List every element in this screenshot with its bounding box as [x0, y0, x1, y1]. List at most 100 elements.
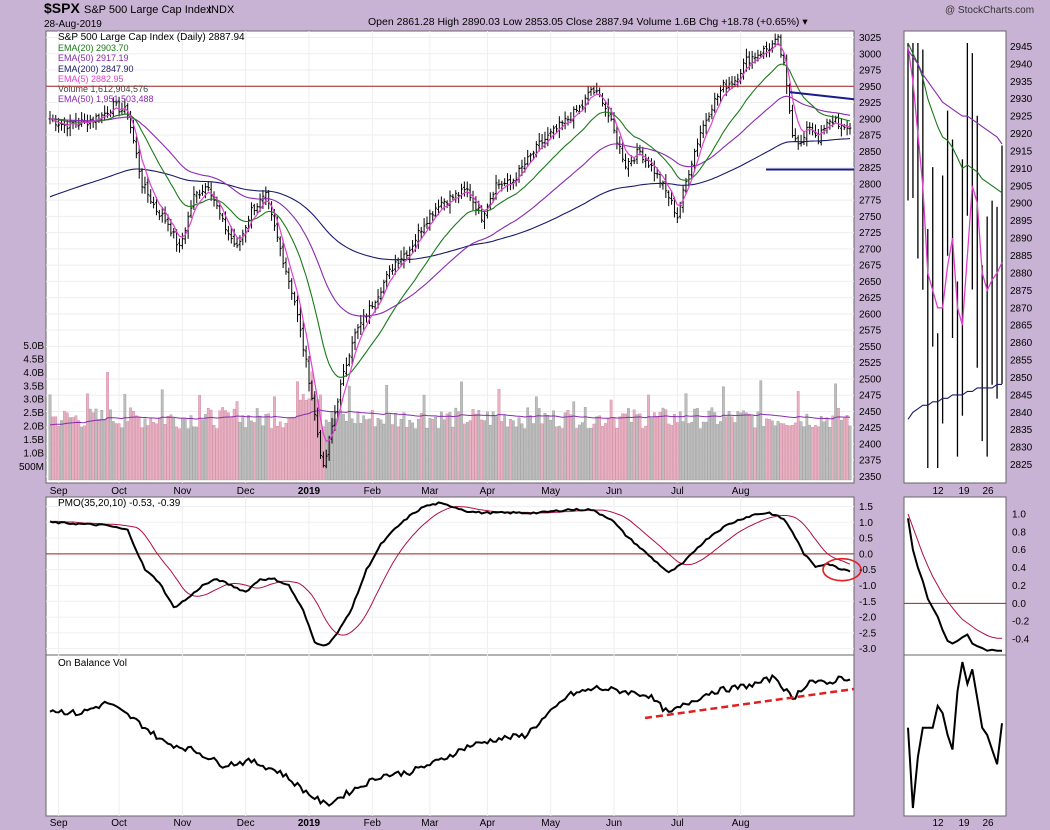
ema5-line: [49, 41, 851, 443]
volume-bar: [756, 411, 760, 481]
side-ema50-line: [907, 49, 1003, 145]
volume-bar: [91, 412, 95, 481]
price-tick-label: 3025: [859, 33, 882, 44]
side-x-label-bottom: 12: [932, 818, 944, 829]
volume-bar: [624, 413, 627, 481]
volume-bar: [307, 398, 311, 481]
volume-bar: [480, 419, 484, 481]
price-tick-label: 2925: [859, 98, 882, 109]
pmo-tick-label: -1.0: [859, 581, 877, 592]
side-price-tick-label: 2880: [1010, 268, 1033, 279]
volume-bar: [183, 418, 187, 481]
volume-bar: [68, 417, 72, 481]
volume-bar: [109, 409, 112, 481]
volume-bar: [267, 413, 271, 481]
volume-bar: [273, 396, 276, 481]
side-ema200-line: [907, 383, 1002, 420]
pmo-highlight-circle: [822, 557, 862, 582]
volume-bar: [201, 419, 204, 481]
triangle-upper-line: [789, 91, 855, 101]
volume-bar: [166, 416, 170, 481]
legend-ema50: EMA(50) 2917.19: [58, 53, 129, 63]
volume-bar: [244, 427, 248, 481]
side-panels-content: [904, 42, 1006, 809]
volume-bar: [724, 416, 728, 481]
volume-bar: [111, 421, 115, 481]
volume-bar: [405, 427, 409, 481]
volume-bar: [83, 425, 86, 481]
volume-bar: [808, 424, 812, 481]
x-tick-label: Apr: [480, 486, 496, 497]
volume-bar: [129, 407, 132, 481]
side-price-tick-label: 2910: [1010, 164, 1033, 175]
volume-bar: [370, 410, 374, 481]
x-tick-label-bottom: Apr: [480, 818, 496, 829]
x-tick-label-bottom: 2019: [298, 818, 321, 829]
legend-ema20: EMA(20) 2903.70: [58, 43, 129, 53]
volume-bar: [785, 425, 789, 481]
volume-bar: [569, 414, 573, 481]
volume-bar: [509, 419, 512, 481]
volume-bar: [532, 423, 535, 481]
side-price-tick-label: 2860: [1010, 338, 1033, 349]
volume-bar: [362, 415, 366, 481]
price-tick-label: 2475: [859, 391, 882, 402]
volume-bar: [227, 412, 230, 481]
volume-bar: [828, 427, 832, 481]
volume-bar: [650, 417, 653, 481]
volume-bar: [592, 423, 596, 481]
side-x-label: 19: [958, 486, 970, 497]
volume-bar: [431, 419, 435, 481]
volume-tick-label: 4.0B: [23, 368, 44, 379]
x-tick-label-bottom: Jul: [671, 818, 684, 829]
volume-bar: [684, 393, 688, 481]
x-tick-label: Feb: [364, 486, 382, 497]
volume-tick-label: 1.5B: [23, 435, 44, 446]
price-tick-label: 2775: [859, 196, 882, 207]
volume-bar: [816, 426, 820, 481]
volume-bar: [94, 408, 98, 481]
volume-bar: [629, 422, 633, 481]
side-price-tick-label: 2940: [1010, 59, 1033, 70]
volume-bar: [342, 414, 345, 481]
volume-bar: [178, 428, 181, 481]
volume-bar: [558, 425, 561, 481]
price-tick-label: 2600: [859, 309, 882, 320]
pmo-lines: [46, 501, 862, 647]
volume-bar: [468, 420, 472, 481]
volume-bar: [393, 413, 397, 481]
volume-bar: [356, 411, 360, 481]
volume-bar: [687, 423, 691, 481]
volume-bar: [448, 412, 452, 481]
side-ema5-line: [907, 46, 1003, 326]
volume-bar: [647, 394, 650, 481]
volume-bar: [831, 415, 835, 481]
legend-ema5: EMA(5) 2882.95: [58, 74, 124, 84]
volume-bar: [693, 408, 696, 481]
volume-bar: [442, 419, 446, 481]
volume-bar: [434, 416, 437, 481]
volume-bar: [252, 422, 256, 481]
volume-bar: [186, 428, 190, 481]
volume-bar: [526, 407, 530, 481]
volume-bar: [287, 417, 291, 481]
volume-bar: [284, 423, 288, 481]
price-tick-label: 2500: [859, 374, 882, 385]
volume-bar: [736, 411, 740, 481]
volume-bar: [675, 422, 679, 481]
price-tick-label: 2800: [859, 179, 882, 190]
side-price-tick-label: 2845: [1010, 390, 1033, 401]
volume-bar: [796, 391, 800, 481]
volume-bar: [103, 419, 107, 481]
side-ema20-line: [907, 42, 1003, 194]
volume-bar: [747, 413, 751, 481]
price-tick-label: 2750: [859, 212, 882, 223]
volume-bar: [658, 412, 662, 481]
volume-bar: [765, 418, 768, 481]
volume-bar: [54, 416, 58, 481]
side-pmo-tick-label: 0.6: [1012, 545, 1026, 556]
pmo-tick-label: -0.5: [859, 565, 877, 576]
volume-tick-label: 5.0B: [23, 341, 44, 352]
volume-bar: [451, 426, 455, 481]
volume-bar: [74, 415, 78, 481]
